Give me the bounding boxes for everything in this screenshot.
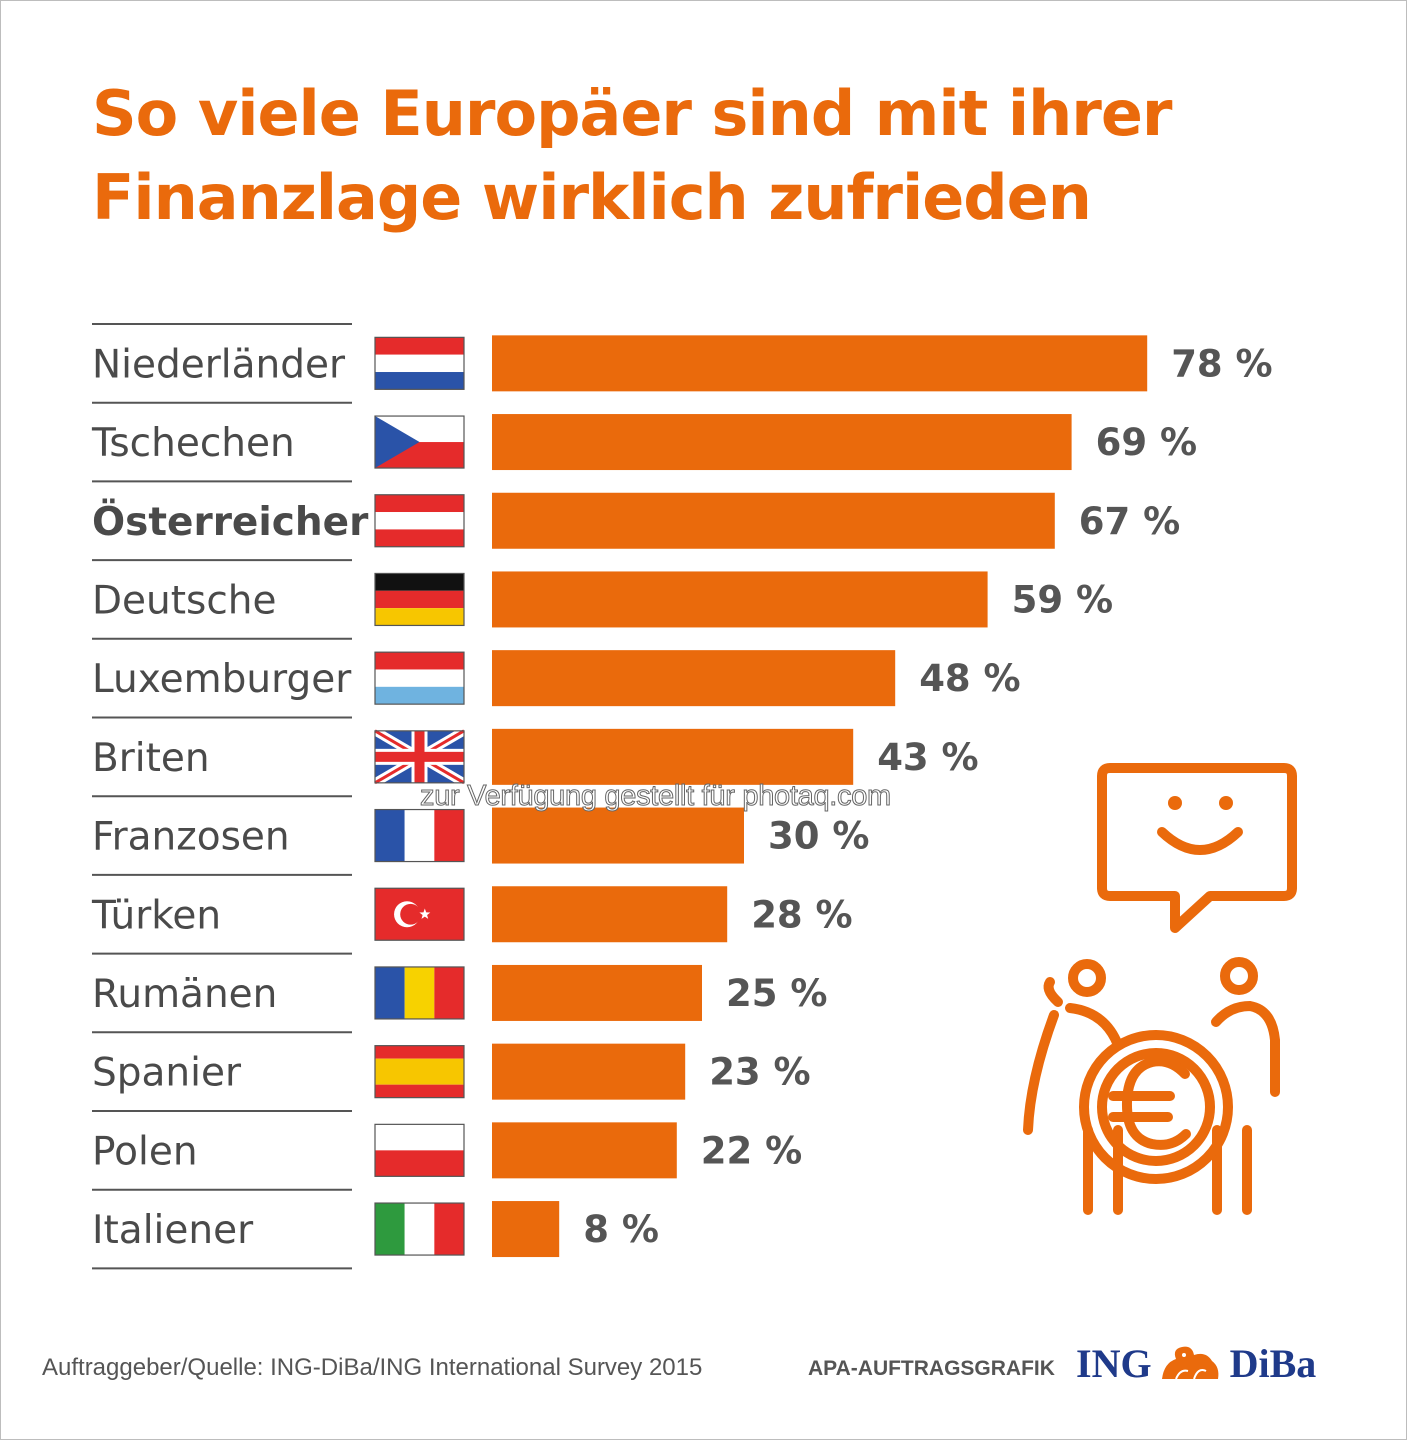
value-label: 23 % bbox=[709, 1051, 810, 1094]
bar-row: Österreicher 67 % bbox=[92, 492, 1180, 562]
bar-chart: Niederländer 78 % Tschechen 69 % Österreiche… bbox=[91, 323, 1273, 1270]
bar bbox=[492, 728, 854, 785]
category-label: Deutsche bbox=[92, 578, 277, 623]
bar bbox=[492, 1043, 686, 1100]
flag-icon-it bbox=[374, 1202, 465, 1256]
bar-row: Rumänen 25 % bbox=[92, 964, 827, 1034]
flag-icon-es bbox=[374, 1045, 465, 1099]
category-label: Luxemburger bbox=[92, 657, 352, 702]
bar-row: Tschechen 69 % bbox=[91, 414, 1197, 483]
bar-row: Polen 22 % bbox=[92, 1122, 802, 1191]
two-people-euro-coin-icon bbox=[1023, 957, 1280, 1215]
lion-logo-icon bbox=[1161, 1346, 1218, 1380]
value-label: 67 % bbox=[1079, 500, 1180, 543]
category-label: Niederländer bbox=[92, 342, 346, 387]
category-label: Italiener bbox=[92, 1208, 254, 1253]
value-label: 28 % bbox=[751, 893, 852, 936]
bar-row: Deutsche 59 % bbox=[92, 571, 1113, 640]
bar bbox=[492, 492, 1055, 549]
category-label: Tschechen bbox=[91, 421, 295, 466]
value-label: 30 % bbox=[768, 815, 869, 858]
category-label: Briten bbox=[92, 736, 210, 781]
flag-icon-tr bbox=[374, 887, 465, 941]
illustration bbox=[1023, 763, 1297, 1215]
bar bbox=[492, 414, 1072, 471]
category-label: Rumänen bbox=[92, 972, 277, 1017]
bar-row: Spanier 23 % bbox=[92, 1043, 811, 1112]
bar-row: Briten 43 % bbox=[92, 726, 979, 798]
bar bbox=[492, 807, 744, 864]
title-line-2: Finanzlage wirklich zufrieden bbox=[92, 161, 1092, 234]
agency-credit: APA-AUFTRAGSGRAFIK bbox=[808, 1357, 1055, 1380]
bar bbox=[492, 571, 988, 628]
bar bbox=[492, 650, 896, 707]
category-label: Türken bbox=[91, 893, 221, 938]
value-label: 25 % bbox=[726, 972, 827, 1015]
flag-icon-nl bbox=[374, 336, 465, 390]
smiley-speech-bubble-icon bbox=[1097, 763, 1297, 933]
bar bbox=[492, 335, 1148, 392]
bar-row: Italiener 8 % bbox=[92, 1201, 659, 1270]
value-label: 59 % bbox=[1012, 578, 1113, 621]
flag-icon-pl bbox=[374, 1123, 465, 1177]
value-label: 48 % bbox=[919, 657, 1020, 700]
logo-text-right: DiBa bbox=[1229, 1340, 1317, 1386]
title-line-1: So viele Europäer sind mit ihrer bbox=[92, 77, 1172, 150]
category-label: Spanier bbox=[92, 1051, 242, 1096]
flag-icon-at bbox=[374, 494, 465, 548]
source-note: Auftraggeber/Quelle: ING-DiBa/ING Intern… bbox=[42, 1354, 703, 1381]
bar-row: Luxemburger 48 % bbox=[92, 650, 1021, 719]
category-label: Polen bbox=[92, 1129, 198, 1174]
bar bbox=[492, 1201, 560, 1258]
value-label: 69 % bbox=[1096, 421, 1197, 464]
category-label: Österreicher bbox=[92, 498, 369, 545]
bar-row: Niederländer 78 % bbox=[92, 335, 1273, 404]
value-label: 43 % bbox=[877, 736, 978, 779]
logo-text-left: ING bbox=[1076, 1340, 1152, 1386]
value-label: 8 % bbox=[583, 1208, 659, 1251]
value-label: 22 % bbox=[701, 1129, 802, 1172]
ing-diba-logo: ING DiBa bbox=[1076, 1338, 1316, 1388]
value-label: 78 % bbox=[1171, 342, 1272, 385]
flag-icon-cz bbox=[374, 415, 465, 469]
bar bbox=[492, 1122, 677, 1179]
bar-row: Franzosen 30 % bbox=[92, 807, 869, 876]
bar bbox=[492, 886, 728, 943]
flag-icon-ro bbox=[374, 966, 465, 1020]
flag-icon-fr bbox=[374, 808, 465, 863]
chart-title: So viele Europäer sind mit ihrer Finanzl… bbox=[92, 72, 1292, 240]
bar-row: Türken 28 % bbox=[91, 886, 853, 955]
bar bbox=[492, 964, 702, 1021]
category-label: Franzosen bbox=[92, 815, 290, 860]
flag-icon-gb bbox=[372, 726, 467, 787]
watermark: zur Verfügung gestellt für photaq.com bbox=[420, 780, 892, 813]
flag-icon-lu bbox=[374, 651, 465, 705]
flag-icon-de bbox=[374, 572, 465, 627]
